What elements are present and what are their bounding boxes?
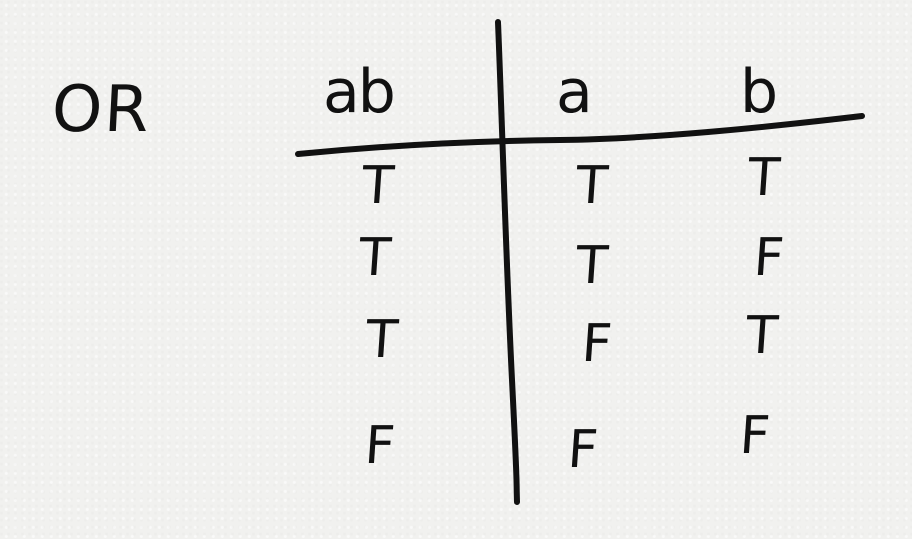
cell-b: T: [743, 306, 780, 366]
horizontal-divider-line: [295, 113, 865, 157]
vertical-divider-line: [495, 19, 520, 505]
table-title: OR: [50, 73, 153, 147]
cell-ab: T: [359, 156, 396, 216]
column-header-b: b: [740, 57, 779, 127]
cell-ab: T: [363, 310, 400, 370]
column-header-a: a: [556, 57, 593, 127]
cell-b: F: [737, 406, 773, 466]
cell-a: F: [579, 314, 615, 374]
cell-ab: F: [362, 416, 398, 476]
cell-b: F: [751, 228, 787, 288]
cell-ab: T: [356, 228, 393, 288]
cell-a: T: [573, 156, 610, 216]
column-header-ab: ab: [323, 57, 396, 127]
cell-a: F: [565, 420, 601, 480]
cell-b: T: [745, 148, 782, 208]
cell-a: T: [573, 236, 610, 296]
